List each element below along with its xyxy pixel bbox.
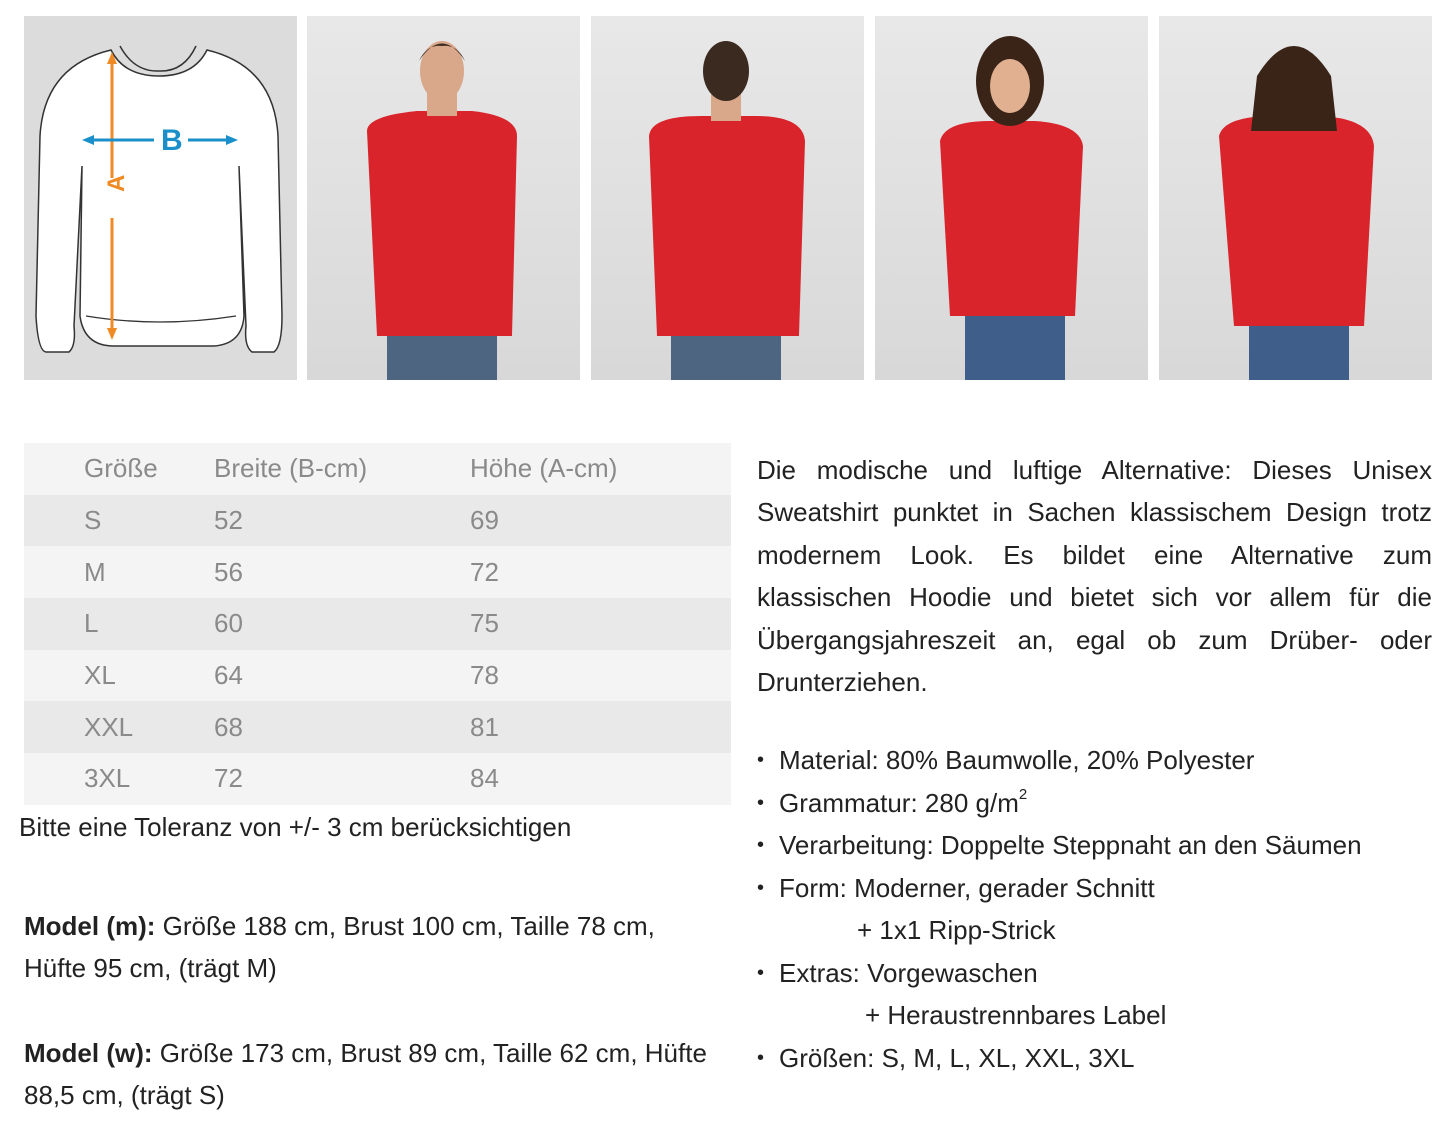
- grammatur-text: Grammatur: 280 g/m: [779, 787, 1019, 818]
- feature-verarbeitung: Verarbeitung: Doppelte Steppnaht an den …: [757, 824, 1362, 867]
- header-size: Größe: [84, 453, 158, 484]
- table-row: L 60 75: [24, 598, 731, 650]
- model-w-label: Model (w):: [24, 1038, 153, 1068]
- cell: XL: [84, 660, 116, 691]
- photo-model-m-back: [591, 16, 864, 380]
- table-header-row: Größe Breite (B-cm) Höhe (A-cm): [24, 443, 731, 495]
- model-w-info: Model (w): Größe 173 cm, Brust 89 cm, Ta…: [24, 1032, 724, 1116]
- photo-model-m-front: [307, 16, 580, 380]
- feature-extras: Extras: Vorgewaschen: [757, 952, 1362, 995]
- table-row: S 52 69: [24, 494, 731, 547]
- cell: 64: [214, 660, 243, 691]
- feature-material: Material: 80% Baumwolle, 20% Polyester: [757, 739, 1362, 782]
- cell: 72: [214, 763, 243, 794]
- model-w-text: Größe 173 cm, Brust 89 cm, Taille 62 cm,…: [24, 1038, 707, 1110]
- product-description: Die modische und luftige Alternative: Di…: [757, 455, 1432, 698]
- cell: L: [84, 608, 99, 639]
- photo-model-w-back: [1159, 16, 1432, 380]
- cell: 56: [214, 556, 243, 587]
- cell: 60: [214, 608, 243, 639]
- table-row: M 56 72: [24, 546, 731, 599]
- header-height: Höhe (A-cm): [470, 453, 618, 484]
- cell: 72: [470, 556, 499, 587]
- size-table: Größe Breite (B-cm) Höhe (A-cm) S 52 69 M 56 7…: [24, 443, 731, 805]
- cell: 81: [470, 711, 499, 742]
- feature-list: Material: 80% Baumwolle, 20% Polyester G…: [757, 739, 1362, 1079]
- feature-form-extra: + 1x1 Ripp-Strick: [857, 915, 1056, 945]
- photo-model-w-front: [875, 16, 1148, 380]
- cell: M: [84, 556, 106, 587]
- cell: 3XL: [84, 763, 131, 794]
- sweatshirt-outline-icon: A B: [35, 45, 283, 353]
- cell: 52: [214, 505, 243, 536]
- cell: S: [84, 505, 102, 536]
- header-width: Breite (B-cm): [214, 453, 368, 484]
- cell: 69: [470, 505, 499, 536]
- feature-extras-extra: + Heraustrennbares Label: [865, 1000, 1167, 1030]
- feature-form: Form: Moderner, gerader Schnitt: [757, 867, 1362, 910]
- feature-sizes: Größen: S, M, L, XL, XXL, 3XL: [757, 1037, 1362, 1080]
- svg-text:B: B: [161, 124, 183, 157]
- feature-grammatur: Grammatur: 280 g/m2: [757, 782, 1362, 825]
- grammatur-sup: 2: [1018, 785, 1028, 803]
- cell: 78: [470, 660, 499, 691]
- table-row: XL 64 78: [24, 649, 731, 702]
- tolerance-note: Bitte eine Toleranz von +/- 3 cm berücks…: [19, 812, 572, 842]
- cell: XXL: [84, 711, 134, 742]
- cell: 75: [470, 608, 499, 639]
- size-diagram: A B: [24, 16, 297, 380]
- model-m-info: Model (m): Größe 188 cm, Brust 100 cm, T…: [24, 905, 724, 989]
- model-m-text: Größe 188 cm, Brust 100 cm, Taille 78 cm…: [24, 911, 655, 983]
- table-row: XXL 68 81: [24, 701, 731, 754]
- cell: 84: [470, 763, 499, 794]
- svg-text:A: A: [103, 175, 130, 192]
- model-m-label: Model (m):: [24, 911, 156, 941]
- cell: 68: [214, 711, 243, 742]
- table-row: 3XL 72 84: [24, 753, 731, 805]
